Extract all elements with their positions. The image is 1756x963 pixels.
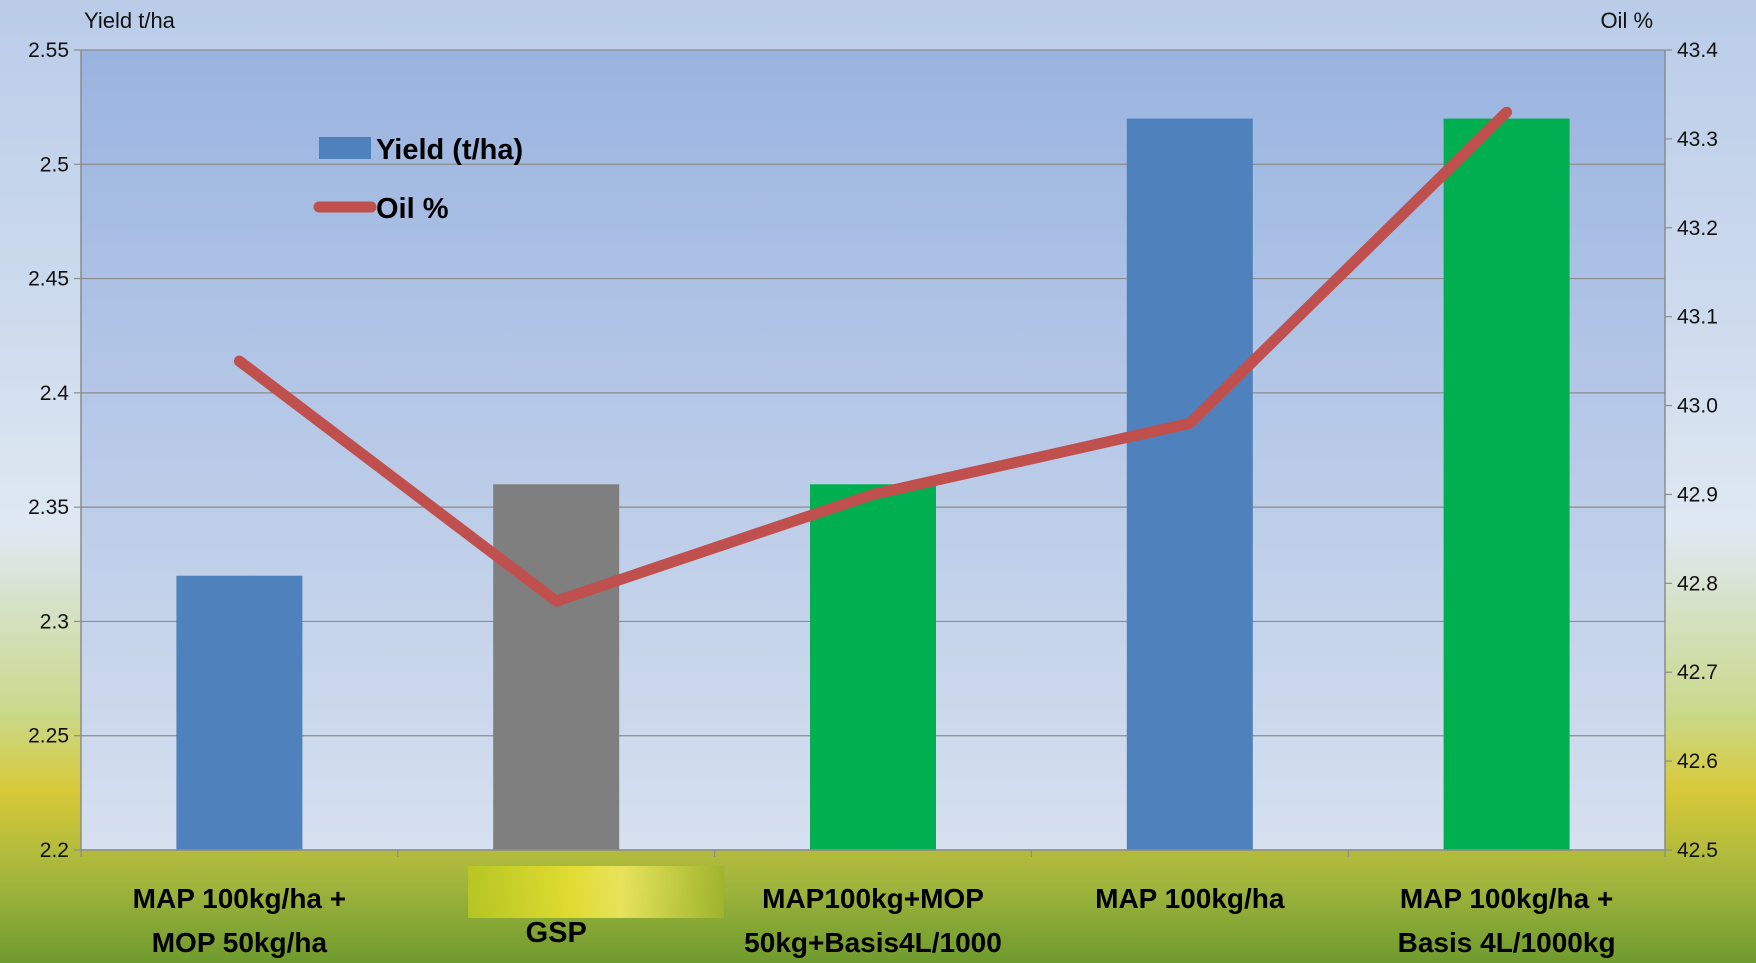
y-axis-title: Yield t/ha bbox=[84, 8, 175, 33]
y2-axis-title: Oil % bbox=[1600, 8, 1653, 33]
y-tick-label: 2.5 bbox=[40, 153, 69, 176]
x-category-label: GSP bbox=[526, 917, 587, 949]
y2-tick-label: 43.2 bbox=[1677, 217, 1718, 240]
x-category-label: MOP 50kg/ha bbox=[152, 927, 328, 958]
yield-bar bbox=[1126, 118, 1253, 851]
yield-bar bbox=[493, 484, 620, 850]
gsp-label-background bbox=[468, 866, 724, 918]
y2-tick-label: 42.5 bbox=[1677, 839, 1718, 862]
y2-tick-label: 43.3 bbox=[1677, 128, 1718, 151]
y-tick-label: 2.4 bbox=[40, 382, 70, 405]
x-category-label: Basis 4L/1000kg bbox=[1398, 927, 1616, 958]
x-category-label: MAP 100kg/ha + bbox=[1400, 883, 1613, 914]
y2-tick-label: 43.0 bbox=[1677, 395, 1718, 418]
x-category-label: MAP 100kg/ha + bbox=[133, 883, 346, 914]
y2-tick-label: 42.8 bbox=[1677, 572, 1718, 595]
y-tick-label: 2.3 bbox=[40, 610, 69, 633]
x-category-label: 50kg+Basis4L/1000 bbox=[744, 927, 1002, 958]
y2-tick-label: 43.1 bbox=[1677, 306, 1718, 329]
x-category-label: MAP100kg+MOP bbox=[762, 883, 984, 914]
y2-tick-label: 42.6 bbox=[1677, 750, 1718, 773]
yield-bar bbox=[1443, 118, 1570, 851]
y2-tick-label: 43.4 bbox=[1677, 39, 1718, 62]
legend-label-yield: Yield (t/ha) bbox=[376, 134, 523, 166]
y2-tick-label: 42.7 bbox=[1677, 661, 1718, 684]
x-category-label: MAP 100kg/ha bbox=[1095, 883, 1285, 914]
y-tick-label: 2.55 bbox=[28, 39, 69, 62]
y2-tick-label: 42.9 bbox=[1677, 483, 1718, 506]
legend-swatch-yield bbox=[319, 137, 371, 159]
legend-label-oil: Oil % bbox=[376, 193, 449, 225]
y-tick-label: 2.2 bbox=[40, 839, 69, 862]
y-tick-label: 2.45 bbox=[28, 268, 69, 291]
y-tick-label: 2.35 bbox=[28, 496, 69, 519]
yield-bar bbox=[176, 575, 303, 850]
yield-bar bbox=[810, 484, 936, 850]
y-tick-label: 2.25 bbox=[28, 725, 69, 748]
